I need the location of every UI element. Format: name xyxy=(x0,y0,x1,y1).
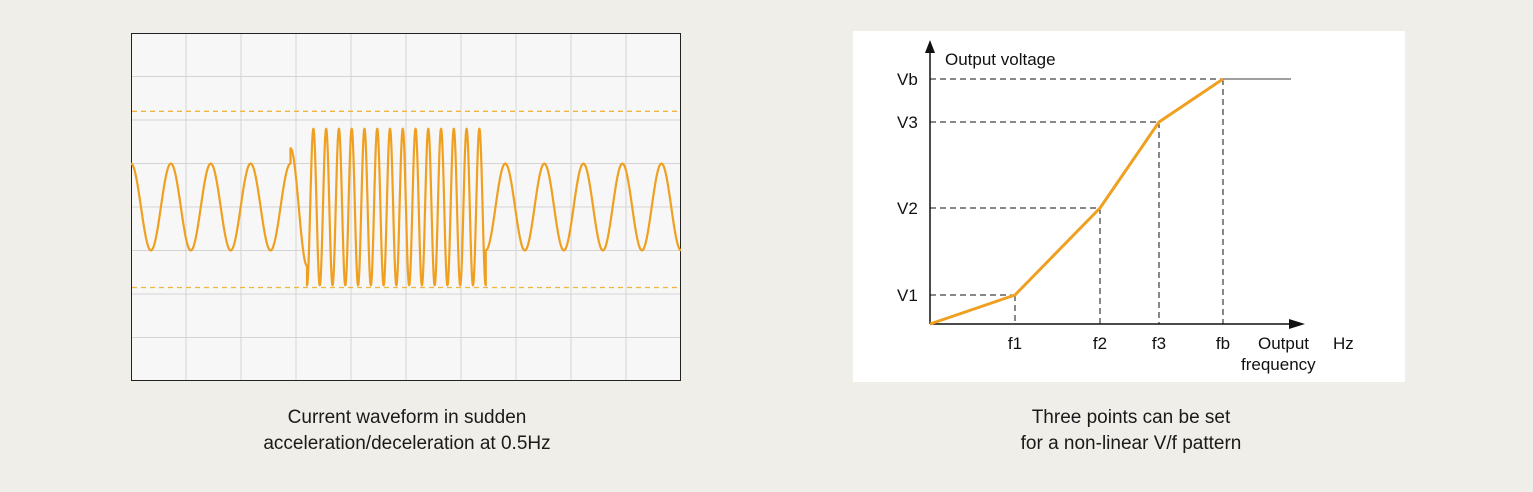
y-axis-label: Output voltage xyxy=(945,50,1056,69)
caption-line: acceleration/deceleration at 0.5Hz xyxy=(263,433,551,454)
y-tick-label: V2 xyxy=(897,199,918,218)
y-tick-labels: V1 V2 V3 Vb xyxy=(897,70,918,305)
current-waveform-chart xyxy=(130,33,682,381)
scope-grid xyxy=(132,34,680,380)
y-axis-arrow-icon xyxy=(925,40,935,53)
current-waveform-line xyxy=(130,127,682,287)
vf-reference-dashes xyxy=(930,78,1224,324)
x-axis-unit: Hz xyxy=(1333,334,1354,353)
x-axis-arrow-icon xyxy=(1289,319,1305,329)
y-tick-label: V1 xyxy=(897,286,918,305)
current-waveform-caption: Current waveform in sudden acceleration/… xyxy=(197,405,617,457)
vf-pattern-caption: Three points can be set for a non-linear… xyxy=(921,405,1341,457)
x-tick-label: f3 xyxy=(1152,334,1166,353)
vf-pattern-chart: Output voltage V1 V2 V3 Vb f1 f2 f3 fb Output … xyxy=(853,31,1405,382)
caption-line: Current waveform in sudden xyxy=(287,407,527,428)
scope-limit-lines xyxy=(132,110,680,289)
x-axis-label-line2: frequency xyxy=(1241,355,1316,374)
x-tick-labels: f1 f2 f3 fb xyxy=(1008,334,1230,353)
y-tick-label: V3 xyxy=(897,113,918,132)
caption-line: Three points can be set xyxy=(1031,407,1231,428)
caption-line: for a non-linear V/f pattern xyxy=(1020,433,1242,454)
y-tick-label: Vb xyxy=(897,70,918,89)
x-axis-label-line1: Output xyxy=(1258,334,1309,353)
x-tick-label: fb xyxy=(1216,334,1230,353)
current-waveform-svg xyxy=(130,33,682,381)
x-tick-label: f2 xyxy=(1093,334,1107,353)
x-tick-label: f1 xyxy=(1008,334,1022,353)
vf-pattern-line xyxy=(929,77,1224,326)
